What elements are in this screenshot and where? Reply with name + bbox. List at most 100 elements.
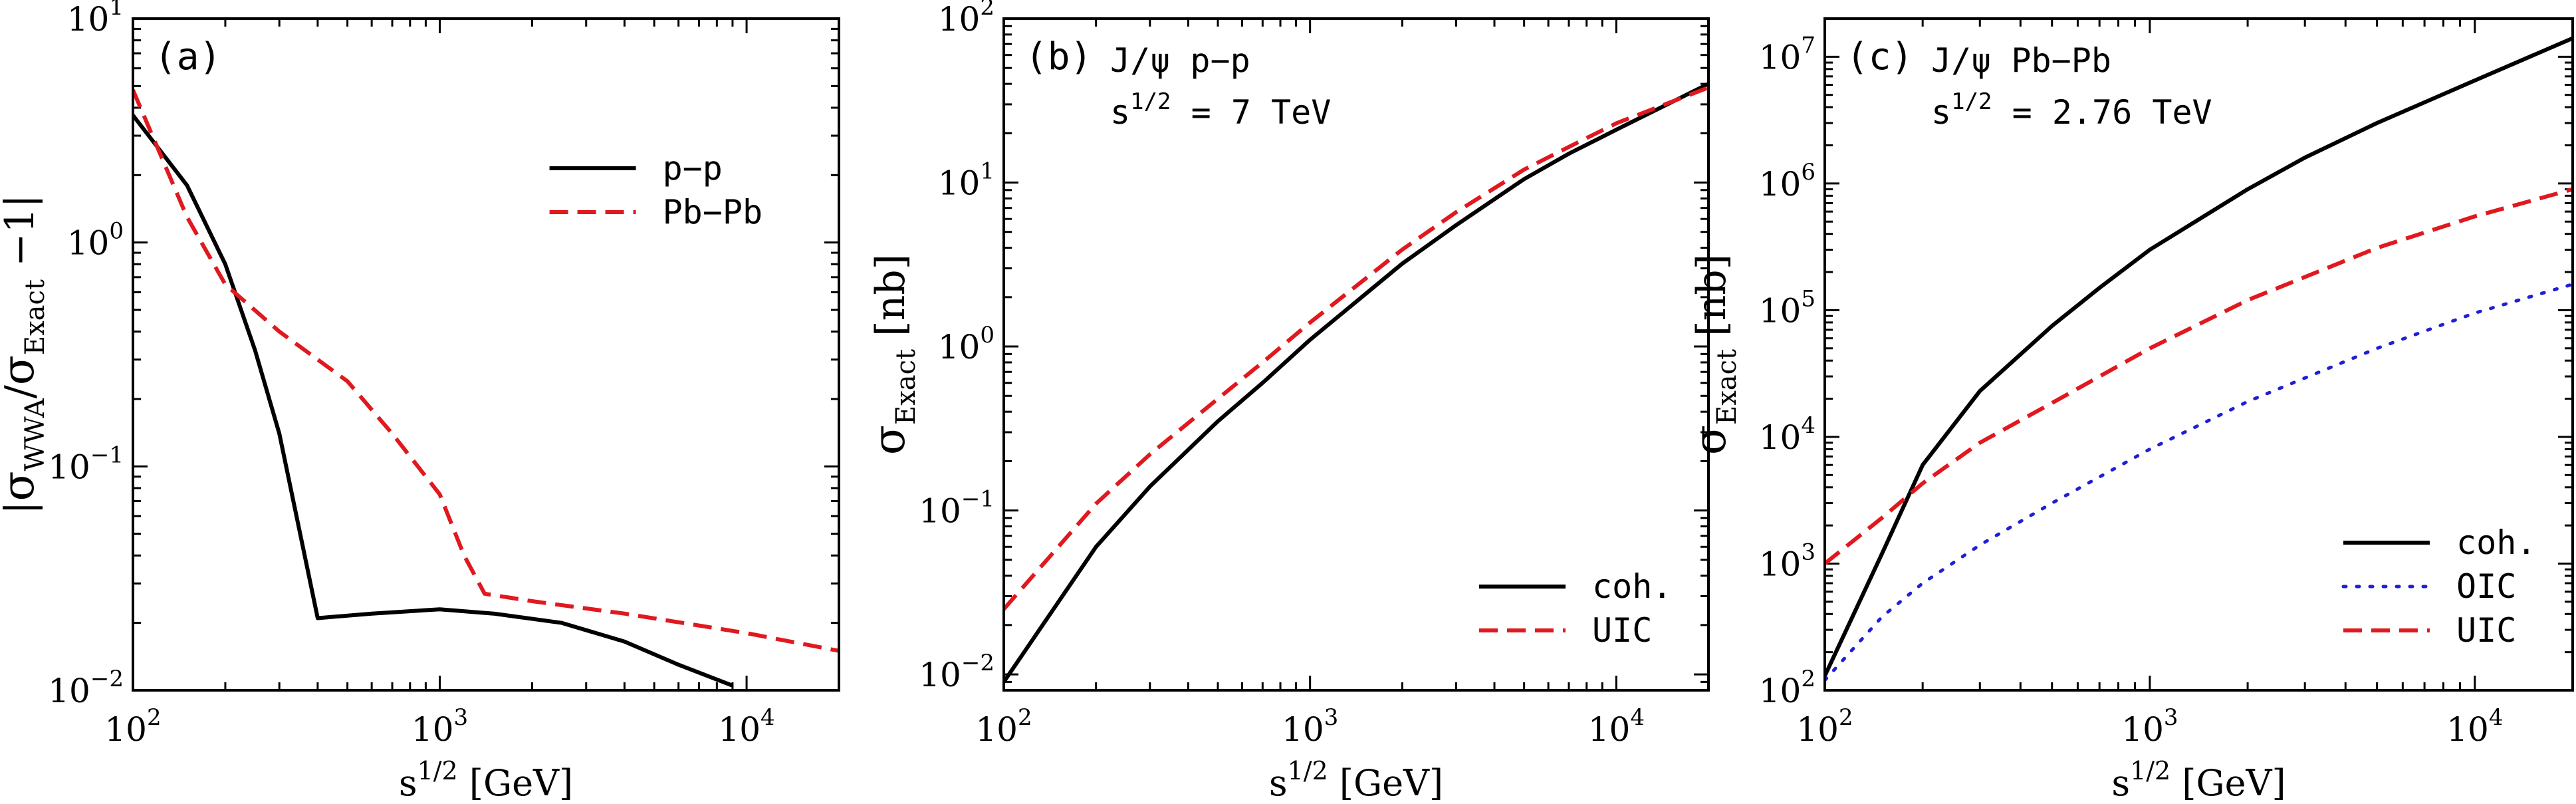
plot-frame <box>132 17 840 692</box>
y-tick-label: 106 <box>1759 159 1815 203</box>
x-axis-label: s1/2 [GeV] <box>399 756 573 804</box>
tick-base: 10 <box>1759 418 1802 457</box>
tick-base: 10 <box>919 656 961 694</box>
tick-base: 10 <box>718 710 761 749</box>
tick-exponent: 3 <box>1801 539 1815 565</box>
tick-exponent: −1 <box>961 486 995 513</box>
chart-annotation: J/ψ p−p <box>1110 41 1250 80</box>
x-label-main: s <box>399 762 417 804</box>
tick-base: 10 <box>1759 291 1802 330</box>
series-line-uic <box>1004 85 1708 610</box>
series-line-uic <box>1825 187 2573 565</box>
series-line-oic <box>1825 283 2573 682</box>
panel-label: (a) <box>154 35 221 78</box>
legend-label: coh. <box>1592 567 1672 606</box>
x-tick-label: 103 <box>2121 704 2178 749</box>
tick-exponent: 3 <box>1324 704 1339 731</box>
tick-base: 10 <box>67 224 110 263</box>
annotation-main: s <box>1931 93 1951 132</box>
tick-exponent: 2 <box>1839 704 1853 731</box>
x-label-unit: [GeV] <box>1328 762 1443 804</box>
x-tick-label: 102 <box>1796 704 1853 749</box>
y-tick-label: 107 <box>1759 32 1815 76</box>
y-label-sigma: σ <box>0 355 44 385</box>
plot-frame <box>1002 17 1710 692</box>
x-tick-label: 102 <box>104 704 161 749</box>
y-axis-label: σExact [nb] <box>864 254 921 455</box>
y-label-subscript: WWA <box>20 398 51 471</box>
tick-exponent: 4 <box>761 704 775 731</box>
y-label-sigma: σ <box>0 471 44 501</box>
legend-label: coh. <box>2456 523 2536 562</box>
x-tick-label: 104 <box>718 704 774 749</box>
x-tick-label: 104 <box>2446 704 2503 749</box>
y-label-unit: [nb] <box>1689 254 1735 349</box>
legend-label: UIC <box>1592 611 1652 650</box>
tick-exponent: 2 <box>1801 666 1815 692</box>
y-label-subscript: Exact <box>891 349 921 425</box>
tick-exponent: 7 <box>1801 32 1815 59</box>
x-label-main: s <box>2111 762 2130 804</box>
annotation-main: J/ψ Pb−Pb <box>1931 41 2111 80</box>
legend-label: p−p <box>663 149 723 188</box>
x-tick-label: 103 <box>411 704 468 749</box>
panel-label: (b) <box>1025 35 1092 78</box>
y-tick-label: 104 <box>1759 412 1815 457</box>
tick-exponent: −2 <box>961 650 995 676</box>
x-label-main: s <box>1269 762 1288 804</box>
tick-exponent: 3 <box>2164 704 2178 731</box>
tick-exponent: 5 <box>1801 285 1815 312</box>
y-label-tail: −1| <box>0 194 43 279</box>
series-line-pb-pb <box>133 89 839 653</box>
tick-base: 10 <box>48 672 90 710</box>
y-tick-label: 102 <box>938 0 995 39</box>
legend: coh. OIC UIC <box>2341 523 2536 650</box>
y-tick-label: 10−2 <box>919 650 995 694</box>
y-axis-label: |σWWA/σExact −1| <box>0 194 51 515</box>
y-label-sigma: σ <box>1685 425 1736 455</box>
tick-base: 10 <box>919 492 961 531</box>
annotation-tail: = 7 TeV <box>1171 93 1332 132</box>
x-axis-label: s1/2 [GeV] <box>1269 756 1443 804</box>
y-axis-label: σExact [nb] <box>1685 254 1742 455</box>
tick-exponent: 4 <box>1801 412 1815 439</box>
tick-base: 10 <box>938 164 981 203</box>
tick-exponent: 2 <box>980 0 995 21</box>
plot-frame <box>1823 17 2574 692</box>
tick-base: 10 <box>48 448 90 486</box>
y-label-bar: | <box>0 501 43 515</box>
tick-base: 10 <box>2446 710 2489 749</box>
tick-exponent: 2 <box>147 704 162 731</box>
legend: coh. UIC <box>1479 567 1672 650</box>
tick-base: 10 <box>1759 672 1802 710</box>
y-tick-label: 101 <box>938 158 995 203</box>
legend: p−p Pb−Pb <box>549 149 762 231</box>
y-label-subscript: Exact <box>1712 349 1742 425</box>
tick-exponent: −2 <box>90 666 124 692</box>
series-line-p-p <box>133 114 733 688</box>
tick-base: 10 <box>1759 545 1802 583</box>
tick-base: 10 <box>411 710 454 749</box>
x-axis-label: s1/2 [GeV] <box>2111 756 2285 804</box>
tick-exponent: 2 <box>1018 704 1032 731</box>
tick-marks <box>132 17 840 692</box>
tick-base: 10 <box>1759 38 1802 76</box>
tick-exponent: 4 <box>2489 704 2504 731</box>
tick-exponent: 6 <box>1801 159 1815 186</box>
tick-base: 10 <box>975 710 1018 749</box>
y-tick-label: 10−1 <box>48 442 124 486</box>
x-label-superscript: 1/2 <box>1288 756 1328 785</box>
annotation-main: J/ψ p−p <box>1110 41 1250 80</box>
legend-label: UIC <box>2456 611 2516 650</box>
y-tick-label: 101 <box>67 0 124 39</box>
tick-exponent: 3 <box>454 704 469 731</box>
tick-exponent: −1 <box>90 442 124 468</box>
y-tick-label: 102 <box>1759 666 1815 710</box>
tick-base: 10 <box>67 0 110 39</box>
legend-label: OIC <box>2456 567 2516 606</box>
x-tick-label: 103 <box>1282 704 1338 749</box>
x-label-superscript: 1/2 <box>2130 756 2170 785</box>
tick-exponent: 0 <box>980 322 995 348</box>
x-label-unit: [GeV] <box>2170 762 2285 804</box>
